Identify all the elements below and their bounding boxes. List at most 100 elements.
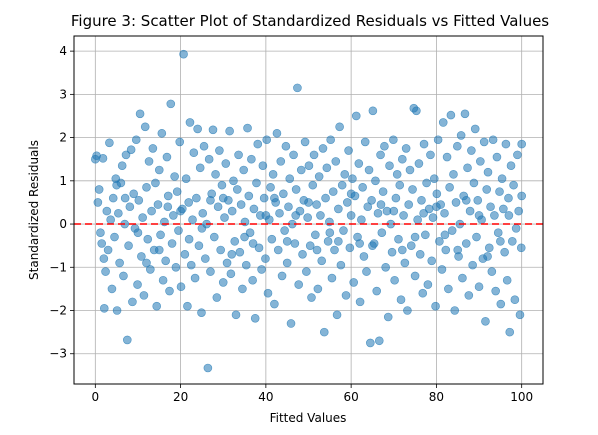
data-point [414, 159, 424, 168]
y-tick-label: 1 [59, 174, 67, 188]
data-point [303, 213, 312, 222]
data-point [267, 234, 277, 244]
data-point [508, 237, 517, 246]
data-point [204, 154, 214, 164]
data-point [385, 161, 394, 170]
y-tick-label: 0 [59, 217, 67, 231]
data-point [280, 226, 289, 235]
data-point [453, 245, 463, 255]
data-point [282, 237, 292, 246]
data-point [174, 226, 183, 235]
data-point [394, 234, 403, 244]
data-point [438, 118, 448, 127]
data-point [185, 118, 195, 127]
data-point [154, 165, 164, 175]
data-point [331, 157, 341, 166]
data-point [373, 208, 383, 218]
data-point [513, 150, 522, 160]
data-point [221, 159, 231, 168]
data-point [464, 291, 474, 300]
data-point [262, 135, 272, 145]
data-point [105, 138, 114, 148]
data-point [504, 211, 514, 220]
data-point [483, 167, 493, 177]
data-point [419, 208, 428, 218]
data-point [238, 284, 247, 294]
data-point [505, 327, 515, 337]
data-point [98, 154, 108, 163]
data-point [96, 228, 105, 237]
data-point [157, 128, 167, 138]
data-point [254, 243, 264, 253]
data-point [261, 211, 271, 220]
data-point [239, 165, 248, 175]
data-point [493, 228, 503, 237]
data-point [103, 245, 113, 255]
data-point [108, 193, 118, 203]
data-point [172, 187, 182, 196]
x-axis-ticks: 0 20 40 60 80 100 [91, 384, 533, 404]
data-point [408, 185, 417, 194]
data-point [180, 250, 190, 259]
data-point [248, 275, 257, 285]
data-point [476, 157, 485, 166]
data-point [368, 241, 377, 250]
data-point [163, 202, 173, 212]
data-point [400, 258, 410, 268]
data-point [502, 275, 512, 285]
data-point [482, 185, 492, 194]
data-point [163, 191, 173, 201]
data-point [305, 241, 315, 250]
data-point [332, 310, 342, 320]
data-point [355, 297, 365, 307]
data-point [359, 252, 369, 261]
data-point [138, 213, 147, 222]
data-point [291, 185, 301, 194]
data-point [363, 202, 373, 212]
data-point [167, 239, 177, 248]
plot-frame [73, 35, 544, 385]
data-point [282, 258, 292, 268]
data-point [97, 239, 107, 248]
data-point [495, 187, 504, 196]
data-point [142, 183, 151, 192]
data-point [327, 273, 337, 283]
data-point [146, 265, 155, 274]
data-point [229, 176, 238, 186]
data-point [121, 150, 131, 160]
data-point [291, 211, 301, 220]
data-point [227, 206, 237, 216]
data-point [281, 141, 291, 151]
data-point [492, 152, 502, 162]
data-point [268, 170, 278, 179]
data-point [432, 189, 442, 199]
data-point [442, 152, 452, 162]
data-point [488, 135, 498, 145]
data-point [463, 163, 472, 173]
data-point [296, 165, 306, 175]
data-point [451, 198, 461, 207]
data-point [440, 208, 449, 218]
data-point [474, 282, 484, 292]
data-point [304, 198, 313, 207]
data-point [335, 122, 344, 132]
data-point [481, 317, 490, 326]
data-point [94, 185, 104, 194]
x-tick-label: 0 [91, 390, 99, 404]
data-point [144, 157, 154, 166]
data-point [364, 165, 374, 175]
data-point [110, 232, 119, 242]
data-point [91, 154, 100, 164]
data-point [298, 250, 307, 259]
data-point [351, 111, 361, 121]
data-point [273, 245, 283, 255]
data-point [244, 191, 254, 201]
data-point [230, 237, 240, 246]
data-point [263, 288, 273, 298]
data-point [307, 293, 316, 302]
data-point [162, 152, 172, 162]
data-point [137, 252, 146, 261]
data-point [240, 232, 249, 242]
y-tick-label: −2 [49, 304, 67, 318]
data-point [391, 193, 401, 203]
